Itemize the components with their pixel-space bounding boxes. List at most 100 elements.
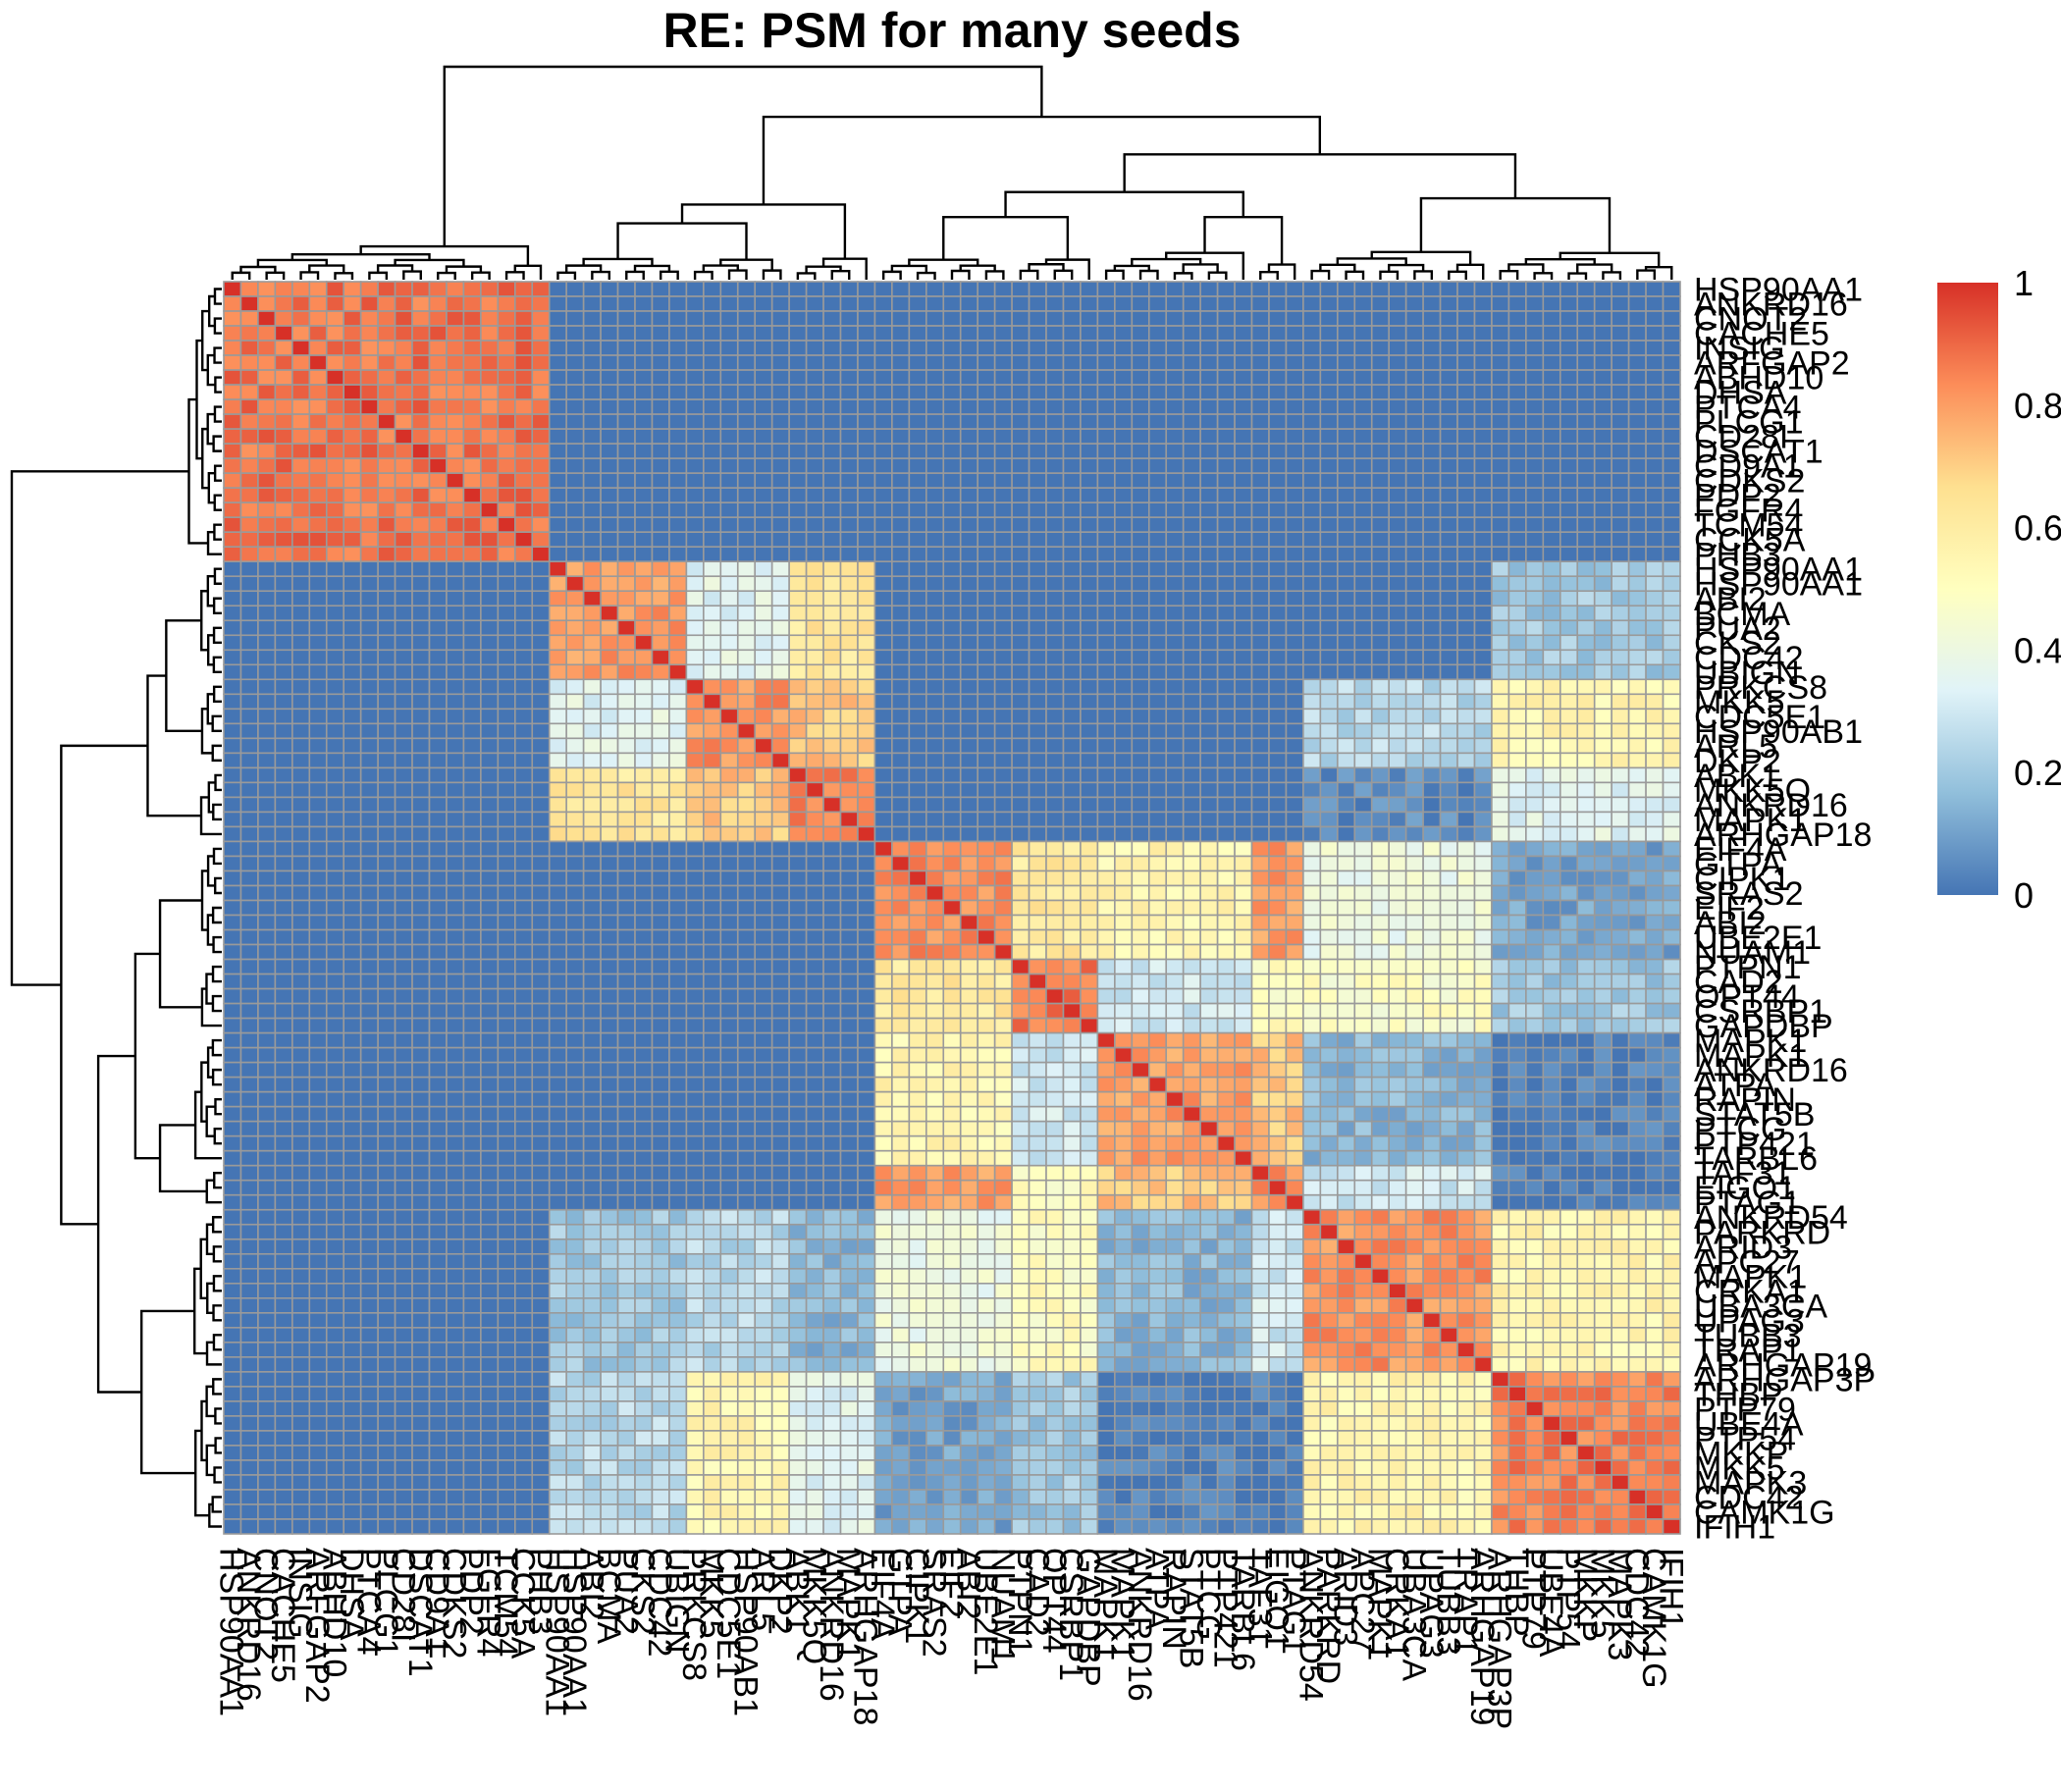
- heatmap-cell: [1593, 1090, 1612, 1108]
- heatmap-cell: [1337, 560, 1356, 578]
- heatmap-cell: [1216, 1046, 1236, 1064]
- heatmap-cell: [839, 487, 859, 503]
- heatmap-cell: [1165, 884, 1185, 902]
- heatmap-cell: [582, 560, 602, 578]
- heatmap-cell: [770, 369, 790, 386]
- heatmap-cell: [1593, 413, 1612, 430]
- heatmap-cell: [1456, 560, 1476, 578]
- dendrogram-branch: [193, 1090, 222, 1160]
- heatmap-cell: [1216, 384, 1236, 400]
- heatmap-cell: [1611, 649, 1630, 666]
- heatmap-cell: [1182, 619, 1201, 637]
- heatmap-cell: [668, 825, 688, 843]
- heatmap-cell: [582, 443, 602, 459]
- heatmap-cell: [839, 737, 859, 755]
- heatmap-cell: [891, 428, 911, 445]
- heatmap-cell: [668, 973, 688, 990]
- heatmap-cell: [1302, 722, 1322, 740]
- heatmap-cell: [1353, 928, 1373, 946]
- heatmap-cell: [1028, 487, 1047, 503]
- heatmap-cell: [942, 413, 962, 430]
- heatmap-cell: [291, 708, 311, 725]
- heatmap-cell: [1611, 973, 1630, 990]
- heatmap-cell: [325, 472, 345, 489]
- heatmap-cell: [1593, 811, 1612, 828]
- heatmap-cell: [1456, 354, 1476, 371]
- heatmap-cell: [239, 678, 259, 696]
- heatmap-cell: [942, 340, 962, 356]
- dendrogram-branch: [1019, 269, 1039, 280]
- dendrogram-branch: [308, 264, 345, 274]
- heatmap-cell: [359, 870, 379, 887]
- heatmap-cell: [325, 560, 345, 578]
- heatmap-cell: [257, 590, 277, 607]
- heatmap-cell: [343, 619, 362, 637]
- heatmap-cell: [582, 1046, 602, 1064]
- heatmap-cell: [446, 310, 465, 327]
- heatmap-cell: [1250, 752, 1270, 769]
- heatmap-cell: [1234, 457, 1253, 474]
- heatmap-cell: [411, 1002, 431, 1020]
- heatmap-cell: [1559, 590, 1579, 607]
- heatmap-cell: [548, 560, 567, 578]
- heatmap-cell: [651, 384, 670, 400]
- heatmap-cell: [1627, 428, 1647, 445]
- heatmap-cell: [1114, 928, 1134, 946]
- heatmap-cell: [1353, 619, 1373, 637]
- heatmap-cell: [634, 1105, 654, 1123]
- heatmap-cell: [513, 634, 534, 652]
- heatmap-cell: [788, 825, 808, 843]
- heatmap-cell: [428, 590, 448, 607]
- heatmap-cell: [1473, 693, 1493, 711]
- dendrogram-branch: [1455, 263, 1485, 280]
- heatmap-cell: [291, 310, 311, 327]
- heatmap-cell: [1234, 428, 1253, 445]
- heatmap-cell: [908, 1061, 927, 1079]
- heatmap-cell: [1080, 752, 1099, 769]
- heatmap-cell: [1285, 340, 1304, 356]
- heatmap-cell: [1662, 619, 1681, 637]
- heatmap-cell: [1576, 443, 1596, 459]
- dendrogram-branch: [504, 271, 525, 280]
- heatmap-cell: [1011, 619, 1030, 637]
- heatmap-cell: [1080, 501, 1099, 518]
- heatmap-cell: [1525, 928, 1545, 946]
- heatmap-cell: [497, 340, 516, 356]
- heatmap-cell: [788, 1105, 808, 1123]
- heatmap-cell: [908, 958, 927, 975]
- heatmap-cell: [1182, 1031, 1201, 1049]
- heatmap-cell: [1011, 310, 1030, 327]
- heatmap-cell: [257, 796, 277, 814]
- heatmap-cell: [719, 487, 739, 503]
- heatmap-cell: [1028, 943, 1047, 961]
- heatmap-cell: [1611, 1061, 1630, 1079]
- heatmap-cell: [1491, 708, 1510, 725]
- heatmap-cell: [1576, 973, 1596, 990]
- heatmap-cell: [1268, 443, 1288, 459]
- heatmap-cell: [1388, 722, 1407, 740]
- heatmap-cell: [1216, 987, 1236, 1005]
- heatmap-cell: [308, 354, 328, 371]
- heatmap-cell: [1165, 560, 1185, 578]
- heatmap-cell: [1542, 663, 1561, 681]
- heatmap-cell: [857, 369, 876, 386]
- heatmap-cell: [308, 649, 328, 666]
- heatmap-cell: [1147, 825, 1168, 843]
- heatmap-cell: [1525, 619, 1545, 637]
- heatmap-cell: [600, 781, 619, 799]
- heatmap-cell: [462, 369, 482, 386]
- heatmap-cell: [805, 295, 824, 312]
- heatmap-cell: [1662, 943, 1681, 961]
- heatmap-cell: [1404, 325, 1424, 342]
- heatmap-cell: [497, 443, 516, 459]
- heatmap-cell: [1645, 1076, 1665, 1093]
- heatmap-cell: [1404, 546, 1424, 563]
- heatmap-cell: [1559, 354, 1579, 371]
- heatmap-cell: [1182, 560, 1201, 578]
- heatmap-cell: [1353, 281, 1373, 297]
- heatmap-cell: [377, 413, 396, 430]
- heatmap-cell: [428, 825, 448, 843]
- heatmap-cell: [839, 443, 859, 459]
- heatmap-cell: [325, 369, 345, 386]
- heatmap-cell: [736, 1017, 757, 1034]
